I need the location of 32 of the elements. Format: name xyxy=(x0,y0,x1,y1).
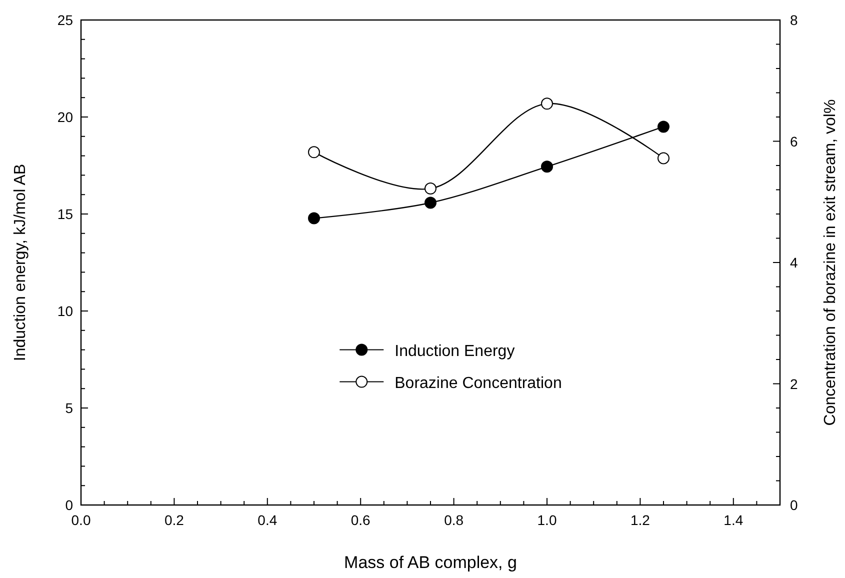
y-tick-label: 10 xyxy=(57,303,74,319)
x-tick-label: 0.2 xyxy=(164,512,184,528)
y-tick-label: 5 xyxy=(65,400,74,416)
y2-tick-label: 6 xyxy=(790,133,798,150)
point xyxy=(308,146,320,158)
legend-label: Induction Energy xyxy=(394,342,515,360)
y-axis-title: Induction energy, kJ/mol AB xyxy=(12,164,29,362)
point xyxy=(658,152,670,164)
x-tick-label: 0.6 xyxy=(350,512,371,528)
point xyxy=(424,196,436,209)
x-axis-title: Mass of AB complex, g xyxy=(344,553,517,572)
x-tick-label: 0.0 xyxy=(71,512,91,528)
y-tick-label: 25 xyxy=(57,12,74,28)
point xyxy=(541,160,553,173)
y-tick-label: 15 xyxy=(57,206,74,222)
point xyxy=(541,98,553,110)
x-tick-label: 0.4 xyxy=(258,512,278,528)
point xyxy=(308,212,320,224)
legend-label: Borazine Concentration xyxy=(394,374,562,392)
y-tick-label: 20 xyxy=(57,109,74,125)
y2-tick-label: 0 xyxy=(790,497,798,513)
y2-tick-label: 8 xyxy=(790,12,798,28)
x-tick-label: 1.4 xyxy=(724,512,744,528)
y2-tick-label: 4 xyxy=(790,254,798,270)
x-tick-label: 1.0 xyxy=(537,512,557,528)
x-tick-label: 1.2 xyxy=(630,512,650,528)
y2-tick-label: 2 xyxy=(790,376,798,392)
y2-axis-title: Concentration of borazine in exit stream, vol% xyxy=(822,99,839,426)
point xyxy=(658,120,670,133)
point xyxy=(424,182,436,195)
x-tick-label: 0.8 xyxy=(444,512,464,528)
y-tick-label: 0 xyxy=(65,497,74,513)
